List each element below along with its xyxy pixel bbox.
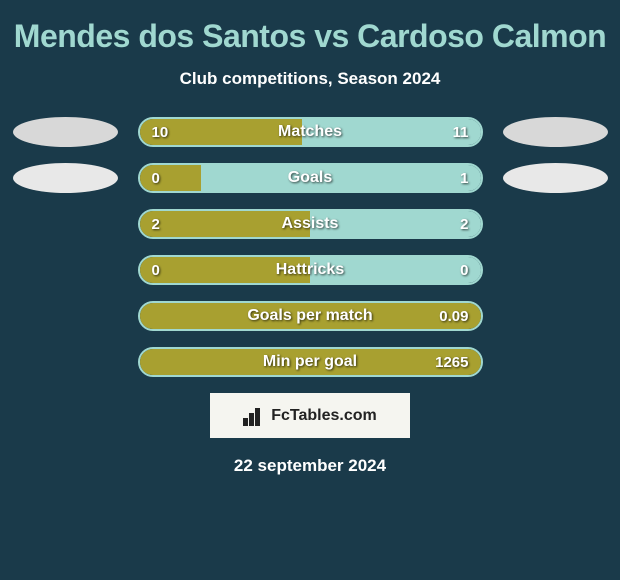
team-left-oval (13, 117, 118, 147)
stat-row: 22Assists (0, 209, 620, 239)
stat-row: 1011Matches (0, 117, 620, 147)
stat-bar: 1265Min per goal (138, 347, 483, 377)
stat-label: Goals per match (140, 303, 481, 329)
oval-placeholder (503, 301, 608, 331)
logo-text: FcTables.com (271, 407, 377, 425)
oval-placeholder (13, 255, 118, 285)
stat-row: 0.09Goals per match (0, 301, 620, 331)
stats-chart: 1011Matches 01Goals 22Assists 00Hattricks 0.… (0, 117, 620, 377)
stat-bar: 1011Matches (138, 117, 483, 147)
stat-label: Goals (140, 165, 481, 191)
comparison-infographic: Mendes dos Santos vs Cardoso Calmon Club… (0, 0, 620, 476)
site-logo: FcTables.com (210, 393, 410, 438)
page-title: Mendes dos Santos vs Cardoso Calmon (0, 18, 620, 55)
stat-label: Matches (140, 119, 481, 145)
stat-bar: 22Assists (138, 209, 483, 239)
oval-placeholder (503, 209, 608, 239)
stat-bar: 01Goals (138, 163, 483, 193)
oval-placeholder (13, 209, 118, 239)
stat-label: Hattricks (140, 257, 481, 283)
stat-row: 1265Min per goal (0, 347, 620, 377)
stat-row: 01Goals (0, 163, 620, 193)
stat-bar: 00Hattricks (138, 255, 483, 285)
team-right-oval (503, 117, 608, 147)
team-left-oval (13, 163, 118, 193)
oval-placeholder (13, 301, 118, 331)
oval-placeholder (503, 255, 608, 285)
date-label: 22 september 2024 (0, 456, 620, 476)
stat-label: Assists (140, 211, 481, 237)
stat-label: Min per goal (140, 349, 481, 375)
stat-bar: 0.09Goals per match (138, 301, 483, 331)
oval-placeholder (503, 347, 608, 377)
oval-placeholder (13, 347, 118, 377)
bars-icon (243, 406, 265, 426)
subtitle: Club competitions, Season 2024 (0, 69, 620, 89)
stat-row: 00Hattricks (0, 255, 620, 285)
team-right-oval (503, 163, 608, 193)
